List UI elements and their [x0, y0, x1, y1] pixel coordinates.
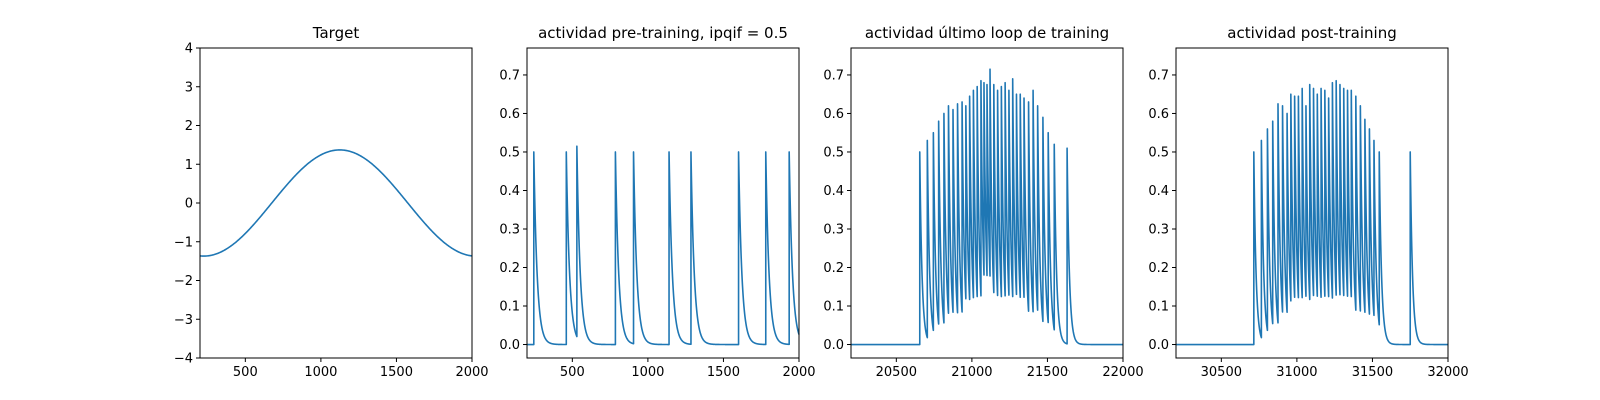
x-tick-label: 31000 [1276, 365, 1317, 380]
y-tick-label: 1 [185, 158, 193, 173]
y-tick-label: 0.4 [1148, 184, 1169, 199]
y-tick-label: 4 [185, 42, 193, 57]
x-tick-label: 32000 [1427, 365, 1468, 380]
y-tick-label: 0.4 [499, 184, 520, 199]
x-tick-label: 1000 [631, 365, 664, 380]
y-tick-label: −2 [174, 274, 193, 289]
y-tick-label: 3 [185, 80, 193, 95]
x-tick-label: 1000 [304, 365, 337, 380]
chart-title: Target [312, 24, 360, 42]
subplot-pre-training: actividad pre-training, ipqif = 0.5 500 1… [499, 24, 815, 380]
x-tick-label: 2000 [455, 365, 488, 380]
y-tick-label: 0.7 [823, 68, 844, 83]
y-tick-label: 0.2 [823, 261, 844, 276]
y-tick-label: 0.2 [1148, 261, 1169, 276]
series-line [1176, 79, 1449, 346]
y-tick-label: 0 [185, 197, 193, 212]
plot-area [851, 68, 1124, 346]
y-tick-label: 0.7 [1148, 68, 1169, 83]
subplot-target: Target 500 1000 1500 2000 −4 −3 −2 −1 0 1 2 3 4 [174, 24, 489, 380]
axes-frame [1175, 47, 1449, 359]
y-tick-label: 0.3 [499, 222, 520, 237]
x-tick-label: 1500 [707, 365, 740, 380]
y-tick-label: 0.5 [1148, 145, 1169, 160]
x-tick-label: 2000 [782, 365, 815, 380]
series-line [199, 149, 473, 257]
y-tick-label: 0.3 [823, 222, 844, 237]
y-tick-label: 0.4 [823, 184, 844, 199]
x-tick-label: 21500 [1027, 365, 1068, 380]
x-tick-label: 500 [233, 365, 258, 380]
plot-area [527, 145, 800, 346]
series-line [851, 68, 1124, 346]
x-tick-label: 30500 [1201, 365, 1242, 380]
chart-title: actividad pre-training, ipqif = 0.5 [538, 24, 788, 42]
y-tick-label: 0.7 [499, 68, 520, 83]
y-tick-label: −3 [174, 313, 193, 328]
y-tick-label: 0.3 [1148, 222, 1169, 237]
x-tick-label: 21000 [951, 365, 992, 380]
y-tick-label: 0.1 [823, 300, 844, 315]
x-tick-label: 500 [560, 365, 585, 380]
y-tick-label: 0.0 [823, 338, 844, 353]
y-tick-label: 0.6 [823, 107, 844, 122]
x-tick-label: 20500 [876, 365, 917, 380]
axes-frame [526, 47, 800, 359]
x-tick-label: 1500 [380, 365, 413, 380]
y-tick-label: 0.0 [1148, 338, 1169, 353]
plot-area [1176, 79, 1449, 346]
y-tick-label: 0.6 [499, 107, 520, 122]
subplot-last-training-loop: actividad último loop de training 20500 2… [823, 24, 1143, 380]
subplot-post-training: actividad post-training 30500 31000 31500 3… [1148, 24, 1468, 380]
y-tick-label: 0.5 [823, 145, 844, 160]
y-tick-label: 0.2 [499, 261, 520, 276]
series-line [527, 145, 800, 346]
y-tick-label: 0.1 [499, 300, 520, 315]
x-tick-label: 22000 [1102, 365, 1143, 380]
axes-frame [850, 47, 1124, 359]
y-tick-label: 0.5 [499, 145, 520, 160]
plot-area [199, 149, 473, 257]
y-tick-label: −4 [174, 352, 193, 367]
chart-title: actividad post-training [1227, 24, 1396, 42]
y-tick-label: 0.1 [1148, 300, 1169, 315]
chart-title: actividad último loop de training [865, 24, 1109, 42]
x-tick-label: 31500 [1352, 365, 1393, 380]
y-tick-label: 0.6 [1148, 107, 1169, 122]
y-tick-label: 0.0 [499, 338, 520, 353]
y-tick-label: −1 [174, 235, 193, 250]
y-tick-label: 2 [185, 119, 193, 134]
